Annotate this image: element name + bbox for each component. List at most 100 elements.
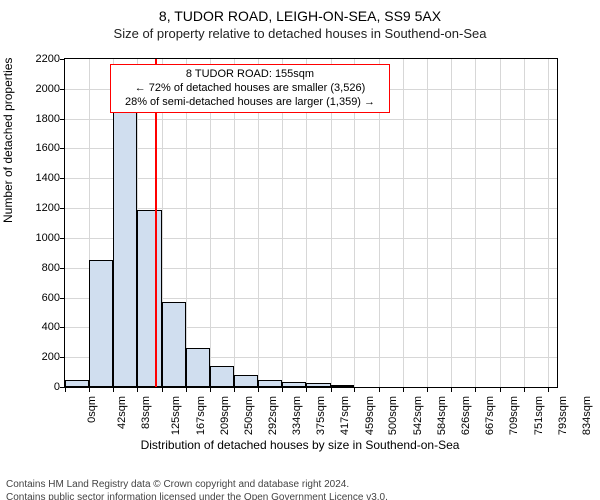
xtick-mark — [282, 388, 283, 392]
xtick-label: 834sqm — [581, 396, 593, 435]
annotation-line3: 28% of semi-detached houses are larger (… — [117, 96, 383, 110]
ytick-mark — [60, 178, 64, 179]
xtick-label: 500sqm — [388, 396, 400, 435]
xtick-mark — [137, 388, 138, 392]
ytick-mark — [60, 387, 64, 388]
xtick-label: 42sqm — [116, 396, 128, 429]
ytick-label: 1000 — [10, 232, 60, 244]
gridline-v — [403, 59, 404, 387]
xtick-mark — [403, 388, 404, 392]
ytick-label: 400 — [10, 321, 60, 333]
footer: Contains HM Land Registry data © Crown c… — [6, 479, 388, 500]
xtick-label: 667sqm — [484, 396, 496, 435]
xtick-label: 292sqm — [267, 396, 279, 435]
gridline-v — [548, 59, 549, 387]
xtick-label: 0sqm — [86, 396, 98, 423]
annotation-line2: ← 72% of detached houses are smaller (3,… — [117, 82, 383, 96]
gridline-h — [65, 208, 557, 209]
x-axis-label: Distribution of detached houses by size … — [0, 438, 600, 452]
gridline-v — [500, 59, 501, 387]
histogram-bar — [282, 382, 306, 387]
xtick-label: 125sqm — [170, 396, 182, 435]
xtick-mark — [306, 388, 307, 392]
ytick-label: 1400 — [10, 172, 60, 184]
xtick-mark — [354, 388, 355, 392]
xtick-mark — [162, 388, 163, 392]
histogram-bar — [186, 348, 210, 387]
gridline-h — [65, 148, 557, 149]
xtick-label: 626sqm — [460, 396, 472, 435]
histogram-bar — [210, 366, 234, 387]
xtick-label: 167sqm — [195, 396, 207, 435]
xtick-label: 83sqm — [140, 396, 152, 429]
histogram-bar — [306, 383, 330, 387]
histogram-bar — [113, 108, 137, 387]
xtick-label: 250sqm — [243, 396, 255, 435]
xtick-label: 417sqm — [340, 396, 352, 435]
xtick-mark — [379, 388, 380, 392]
ytick-mark — [60, 59, 64, 60]
annotation-line1: 8 TUDOR ROAD: 155sqm — [117, 68, 383, 82]
ytick-mark — [60, 148, 64, 149]
xtick-label: 709sqm — [509, 396, 521, 435]
gridline-v — [427, 59, 428, 387]
ytick-mark — [60, 268, 64, 269]
histogram-bar — [65, 380, 89, 387]
ytick-mark — [60, 119, 64, 120]
xtick-mark — [258, 388, 259, 392]
footer-line1: Contains HM Land Registry data © Crown c… — [6, 479, 388, 492]
ytick-mark — [60, 298, 64, 299]
ytick-mark — [60, 327, 64, 328]
chart-container: 8, TUDOR ROAD, LEIGH-ON-SEA, SS9 5AX Siz… — [0, 8, 600, 500]
gridline-v — [475, 59, 476, 387]
ytick-label: 1200 — [10, 202, 60, 214]
xtick-mark — [331, 388, 332, 392]
xtick-mark — [210, 388, 211, 392]
ytick-label: 600 — [10, 292, 60, 304]
xtick-mark — [186, 388, 187, 392]
histogram-bar — [234, 375, 258, 387]
ytick-label: 2200 — [10, 53, 60, 65]
ytick-label: 800 — [10, 262, 60, 274]
ytick-mark — [60, 208, 64, 209]
xtick-mark — [548, 388, 549, 392]
xtick-mark — [475, 388, 476, 392]
xtick-label: 375sqm — [315, 396, 327, 435]
histogram-bar — [89, 260, 113, 387]
xtick-label: 584sqm — [436, 396, 448, 435]
xtick-mark — [524, 388, 525, 392]
histogram-bar — [258, 380, 282, 387]
ytick-mark — [60, 89, 64, 90]
xtick-mark — [113, 388, 114, 392]
ytick-label: 2000 — [10, 83, 60, 95]
ytick-mark — [60, 357, 64, 358]
xtick-mark — [500, 388, 501, 392]
chart-title: 8, TUDOR ROAD, LEIGH-ON-SEA, SS9 5AX — [0, 8, 600, 24]
ytick-label: 0 — [10, 381, 60, 393]
gridline-v — [451, 59, 452, 387]
gridline-v — [524, 59, 525, 387]
xtick-label: 542sqm — [412, 396, 424, 435]
ytick-label: 1600 — [10, 142, 60, 154]
xtick-mark — [427, 388, 428, 392]
gridline-h — [65, 178, 557, 179]
xtick-mark — [65, 388, 66, 392]
xtick-mark — [89, 388, 90, 392]
ytick-label: 1800 — [10, 113, 60, 125]
footer-line2: Contains public sector information licen… — [6, 492, 388, 500]
xtick-mark — [234, 388, 235, 392]
xtick-label: 751sqm — [533, 396, 545, 435]
ytick-mark — [60, 238, 64, 239]
histogram-bar — [137, 210, 161, 387]
ytick-label: 200 — [10, 351, 60, 363]
xtick-label: 209sqm — [219, 396, 231, 435]
xtick-mark — [451, 388, 452, 392]
histogram-bar — [162, 302, 186, 387]
xtick-label: 793sqm — [557, 396, 569, 435]
histogram-bar — [331, 385, 355, 387]
xtick-label: 459sqm — [364, 396, 376, 435]
annotation-box: 8 TUDOR ROAD: 155sqm ← 72% of detached h… — [110, 64, 390, 113]
chart-subtitle: Size of property relative to detached ho… — [0, 26, 600, 41]
xtick-label: 334sqm — [291, 396, 303, 435]
gridline-h — [65, 119, 557, 120]
